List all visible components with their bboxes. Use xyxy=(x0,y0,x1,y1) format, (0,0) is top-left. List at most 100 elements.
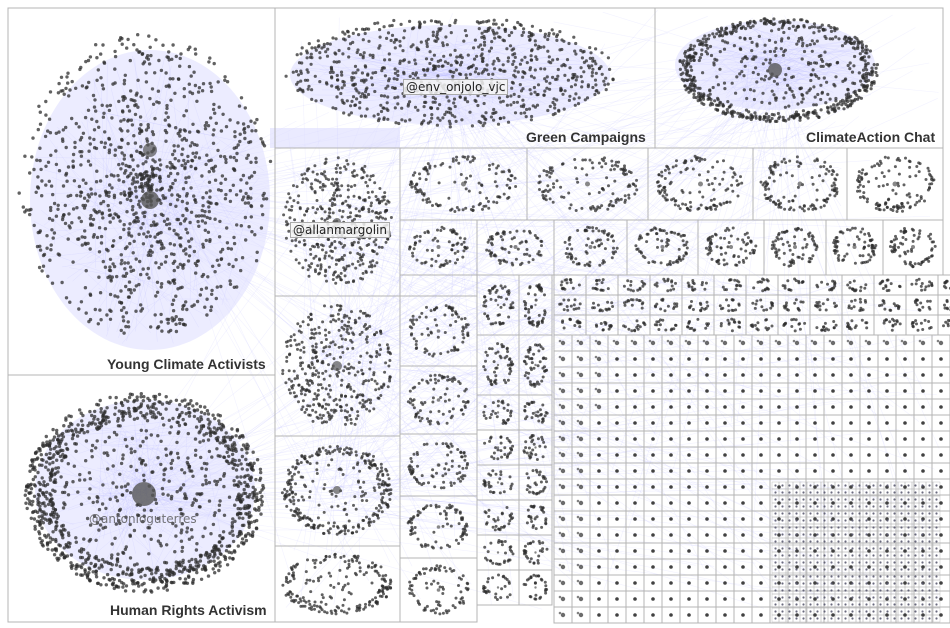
node xyxy=(460,118,464,122)
node xyxy=(65,554,70,558)
edge xyxy=(57,463,181,543)
node xyxy=(57,169,62,173)
node xyxy=(481,69,486,73)
node xyxy=(190,469,194,473)
node xyxy=(546,108,550,113)
node xyxy=(132,589,136,593)
node xyxy=(334,52,338,56)
edge xyxy=(427,67,858,545)
edge xyxy=(152,477,167,524)
edge xyxy=(380,43,388,74)
node xyxy=(591,56,595,61)
edge xyxy=(116,224,155,332)
node xyxy=(109,556,114,560)
node xyxy=(81,131,86,135)
edge xyxy=(95,487,112,508)
edge xyxy=(788,52,827,566)
node xyxy=(449,30,453,35)
node xyxy=(107,420,111,424)
node xyxy=(149,53,153,58)
edge xyxy=(626,90,776,339)
node xyxy=(209,532,213,536)
edge xyxy=(344,87,786,439)
edge xyxy=(386,85,767,496)
edge xyxy=(112,148,150,222)
node xyxy=(211,141,216,145)
node xyxy=(228,279,232,283)
node xyxy=(309,62,313,66)
edge xyxy=(183,225,188,244)
node xyxy=(204,162,208,167)
edge xyxy=(778,38,811,70)
node xyxy=(126,119,130,123)
edge xyxy=(57,127,150,207)
node xyxy=(208,195,212,199)
node xyxy=(118,127,123,131)
node xyxy=(556,74,560,78)
node xyxy=(86,423,90,428)
edge xyxy=(128,462,162,472)
edge xyxy=(60,201,210,247)
node xyxy=(75,434,80,438)
node xyxy=(144,436,149,440)
node xyxy=(542,45,546,49)
node xyxy=(123,193,127,197)
edge xyxy=(329,367,777,584)
node xyxy=(132,134,136,138)
edge xyxy=(186,135,217,182)
node xyxy=(44,512,48,516)
node xyxy=(407,60,411,64)
edge xyxy=(767,61,849,87)
node xyxy=(523,55,527,59)
node xyxy=(156,411,161,415)
node xyxy=(194,548,199,552)
node xyxy=(249,119,253,123)
edge xyxy=(89,89,162,213)
node xyxy=(222,484,226,489)
node xyxy=(239,475,243,479)
node xyxy=(41,444,45,449)
node xyxy=(50,470,54,474)
node xyxy=(249,514,253,518)
node xyxy=(423,73,427,77)
node xyxy=(213,111,217,115)
node xyxy=(219,188,223,193)
edge xyxy=(140,512,154,536)
edge xyxy=(44,242,177,258)
node xyxy=(231,183,235,187)
node xyxy=(579,66,583,70)
node xyxy=(37,515,41,519)
node xyxy=(171,309,176,313)
node xyxy=(162,472,166,477)
node xyxy=(425,68,429,73)
node xyxy=(597,91,601,95)
node xyxy=(94,146,99,151)
node xyxy=(174,232,178,236)
node xyxy=(109,309,113,313)
node xyxy=(457,72,462,76)
node xyxy=(132,239,136,243)
edge xyxy=(158,235,701,495)
node xyxy=(193,261,198,266)
node xyxy=(131,251,135,255)
node xyxy=(109,279,113,283)
node xyxy=(151,102,156,107)
node xyxy=(54,539,58,544)
node xyxy=(551,58,555,62)
node xyxy=(232,235,236,240)
node xyxy=(141,189,145,193)
node xyxy=(93,98,97,102)
edge xyxy=(732,41,774,66)
node xyxy=(221,530,226,534)
node xyxy=(155,100,159,104)
node xyxy=(230,427,234,431)
node xyxy=(238,533,242,537)
node xyxy=(122,331,126,335)
node xyxy=(142,473,146,477)
edge xyxy=(160,492,184,521)
cluster-box xyxy=(841,314,875,336)
node xyxy=(242,126,247,131)
node xyxy=(47,444,52,448)
node xyxy=(318,56,322,60)
